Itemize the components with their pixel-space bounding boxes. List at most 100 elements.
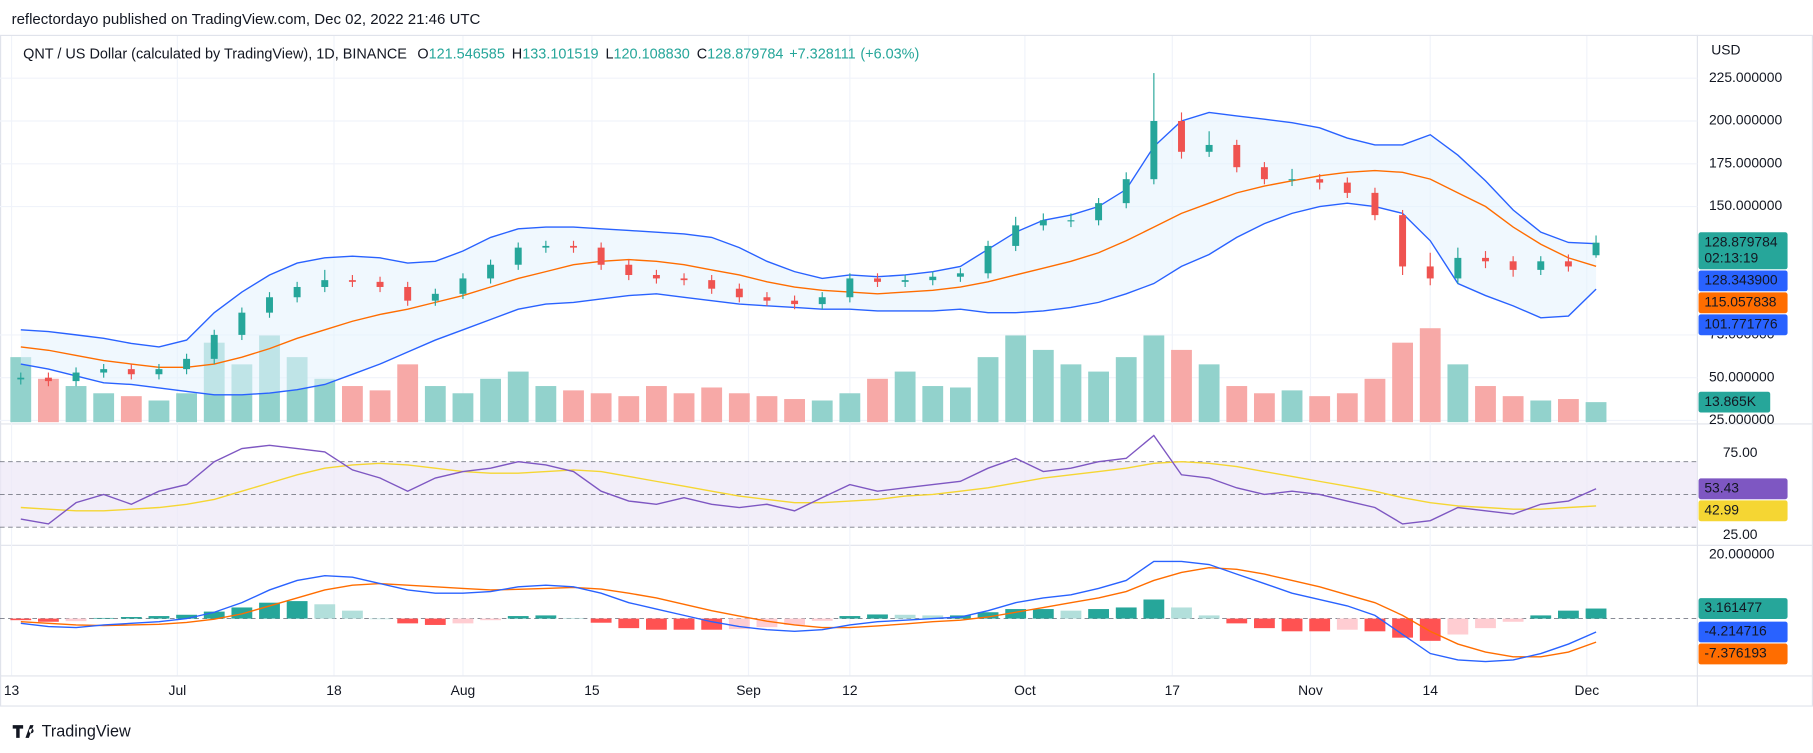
macd-hist-bar	[618, 618, 640, 629]
volume-bar	[480, 378, 501, 423]
macd-hist-bar	[1530, 615, 1552, 619]
macd-hist-bar	[1309, 618, 1331, 632]
volume-bar	[1475, 386, 1496, 423]
volume-bar	[1336, 393, 1358, 423]
macd-hist-bar	[1419, 618, 1441, 641]
macd-hist-bar	[1281, 618, 1303, 632]
macd-hist-bar	[701, 618, 723, 630]
volume-bar	[646, 386, 667, 423]
price-tag-label: 53.43	[1704, 479, 1739, 495]
legend: QNT / US Dollar (calculated by TradingVi…	[23, 46, 919, 62]
volume-bar	[701, 387, 723, 423]
candle-body	[625, 264, 633, 276]
macd-histogram	[10, 599, 1607, 641]
bollinger-fill	[20, 112, 1597, 395]
candle-body	[238, 312, 246, 335]
macd-hist-bar	[1502, 618, 1524, 622]
candle-body	[1233, 144, 1241, 168]
macd-hist-bar	[1585, 608, 1607, 619]
candle-body	[956, 273, 964, 277]
macd-hist-bar	[1088, 609, 1109, 619]
currency-label: USD	[1711, 42, 1740, 58]
legend-change: +7.328111	[789, 46, 856, 62]
volume-bar	[839, 393, 861, 423]
macd-hist-bar	[120, 617, 142, 619]
bollinger-basis	[20, 169, 1597, 369]
price-tag	[1698, 478, 1788, 500]
x-tick-label: Jul	[169, 682, 187, 698]
rsi-ma-line	[20, 461, 1597, 512]
volume-bar	[811, 400, 833, 423]
macd-hist-bar	[1447, 618, 1469, 635]
price-tag-label: 101.771776	[1704, 315, 1778, 331]
volume-bar	[1585, 402, 1607, 423]
legend-key: C	[697, 46, 707, 62]
x-tick-label: Dec	[1575, 682, 1600, 698]
macd-hist-bar	[231, 607, 253, 619]
candle-body	[1343, 182, 1351, 193]
macd-hist-bar	[1143, 599, 1165, 619]
candle-body	[1260, 167, 1268, 180]
volume-bar	[1005, 335, 1027, 423]
volume-bar	[1198, 364, 1220, 423]
macd-hist-bar	[369, 618, 391, 620]
footer-logo: TradingView	[12, 722, 131, 740]
volume-bar	[507, 371, 529, 423]
macd-hist-bar	[728, 618, 750, 630]
volume-tag-label: 13.865K	[1704, 393, 1756, 409]
macd-hist-bar	[507, 616, 529, 619]
macd-hist-bar	[1005, 609, 1027, 619]
rsi-tick-label: 25.00	[1723, 526, 1758, 542]
price-tag	[1698, 292, 1788, 314]
candle-body	[874, 278, 881, 282]
legend-value: 133.101519	[522, 46, 598, 62]
candle-body	[293, 286, 301, 298]
volume-bar	[950, 387, 971, 423]
candle-body	[1205, 144, 1213, 152]
countdown: 02:13:19	[1704, 250, 1758, 266]
candle-body	[1012, 225, 1020, 246]
volume-bar	[867, 378, 888, 423]
price-tag	[1698, 270, 1788, 292]
macd-hist-bar	[286, 601, 308, 619]
macd-hist-bar	[176, 614, 197, 619]
price-tag	[1698, 232, 1788, 270]
x-tick-label: Aug	[451, 682, 476, 698]
price-tag	[1698, 621, 1788, 643]
volume-bar	[1281, 390, 1303, 423]
legend-value: 121.546585	[429, 46, 505, 62]
macd-hist-bar	[1336, 618, 1358, 630]
volume-bar	[120, 396, 142, 423]
volume-bar	[65, 386, 87, 423]
volume-tag	[1698, 391, 1771, 413]
macd-hist-bar	[977, 612, 999, 619]
candle-body	[183, 358, 191, 370]
legend-value: 128.879784	[707, 46, 783, 62]
bollinger-lower	[20, 202, 1597, 396]
y-tick-label: 225.000000	[1709, 69, 1783, 85]
candle-body	[514, 247, 522, 265]
x-tick-label: Sep	[736, 682, 761, 698]
candle-body	[818, 297, 826, 305]
volume-bar	[563, 390, 584, 423]
candle-body	[763, 297, 771, 301]
legend-key: H	[512, 46, 522, 62]
volume-bar	[1226, 386, 1248, 423]
candle-body	[404, 286, 412, 301]
volume-bar	[1032, 349, 1054, 423]
macd-hist-bar	[646, 618, 667, 630]
volume-bar	[1502, 396, 1524, 423]
macd-hist-bar	[10, 618, 32, 621]
candle-body	[1426, 266, 1434, 279]
macd-hist-bar	[1226, 618, 1248, 624]
candle-body	[570, 245, 577, 248]
volume-bar	[1530, 400, 1552, 423]
macd-hist-bar	[1557, 610, 1579, 619]
price-tag-label: -7.376193	[1704, 645, 1767, 661]
macd-tick-label: 20.000000	[1709, 546, 1775, 562]
footer-brand: TradingView	[42, 722, 131, 740]
volume-bar	[342, 386, 363, 423]
candle-body	[348, 280, 356, 282]
volume-bar	[784, 399, 805, 423]
volume-bar	[176, 393, 197, 423]
